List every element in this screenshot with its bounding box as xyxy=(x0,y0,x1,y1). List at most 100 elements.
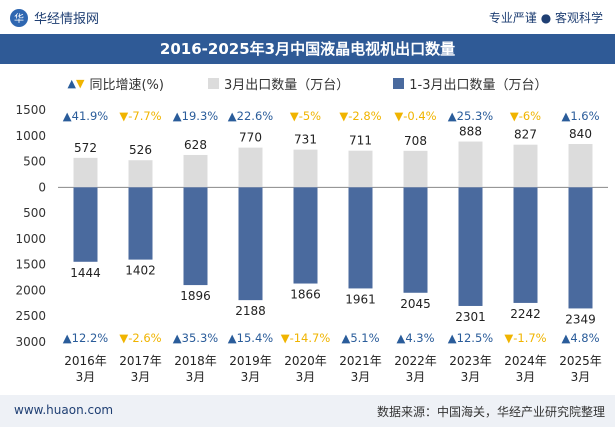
y-tick-label: 1500 xyxy=(15,258,46,272)
chart-title: 2016-2025年3月中国液晶电视机出口数量 xyxy=(0,34,615,64)
up-arrow-icon: ▲ xyxy=(63,109,72,123)
bar-march xyxy=(458,141,483,188)
down-arrow-icon: ▼ xyxy=(119,109,128,123)
x-tick-label-month: 3月 xyxy=(241,370,261,384)
growth-cumulative-label: ▲4.3% xyxy=(396,331,434,345)
x-tick-label-month: 3月 xyxy=(461,370,481,384)
legend-march-label: 3月出口数量（万台） xyxy=(223,78,350,93)
bar-cumulative-value-label: 1961 xyxy=(345,292,376,306)
up-arrow-icon: ▲ xyxy=(448,331,457,345)
growth-value: 4.8% xyxy=(570,331,599,345)
chart-plot: 1500 1000 500 0 500 1000 1500 2000 2500 3000 572 14… xyxy=(15,103,608,384)
footer-url: www.huaon.com xyxy=(14,403,114,417)
bar-cumulative-value-label: 2045 xyxy=(400,297,431,311)
bar-march-value-label: 770 xyxy=(239,131,262,145)
bar-march-value-label: 526 xyxy=(129,143,152,157)
growth-cumulative-label: ▲15.4% xyxy=(228,331,273,345)
bar-march-value-label: 572 xyxy=(74,141,97,155)
x-tick-label-month: 3月 xyxy=(296,370,316,384)
bar-cumulative xyxy=(73,187,98,262)
x-tick-label-year: 2021年 xyxy=(339,354,382,368)
bar-march xyxy=(568,144,593,188)
tagline: 专业严谨 ● 客观科学 xyxy=(488,11,603,25)
bar-cumulative-value-label: 1444 xyxy=(70,266,101,280)
x-tick-label-month: 3月 xyxy=(351,370,371,384)
growth-value: -0.4% xyxy=(403,109,436,123)
growth-march-label: ▲41.9% xyxy=(63,109,108,123)
legend-cumulative-label: 1-3月出口数量（万台） xyxy=(409,78,548,93)
up-arrow-icon: ▲ xyxy=(63,331,72,345)
growth-value: 1.6% xyxy=(570,109,599,123)
bar-cumulative-value-label: 2188 xyxy=(235,304,266,318)
legend-march: 3月出口数量（万台） xyxy=(207,74,350,93)
down-arrow-icon: ▼ xyxy=(510,109,519,123)
growth-value: -6% xyxy=(519,109,541,123)
growth-value: 15.4% xyxy=(237,331,274,345)
x-tick-label-month: 3月 xyxy=(186,370,206,384)
up-arrow-icon: ▲ xyxy=(173,331,182,345)
growth-cumulative-label: ▲5.1% xyxy=(341,331,379,345)
bar-cumulative xyxy=(568,187,593,309)
x-tick-label-year: 2024年 xyxy=(504,354,547,368)
growth-value: 19.3% xyxy=(182,109,219,123)
up-arrow-icon: ▲ xyxy=(561,109,570,123)
bar-cumulative-value-label: 2301 xyxy=(455,310,486,324)
legend-cumulative-swatch xyxy=(393,78,405,89)
growth-value: 5.1% xyxy=(350,331,379,345)
bar-cumulative-value-label: 2242 xyxy=(510,307,541,321)
growth-value: 25.3% xyxy=(457,109,494,123)
y-tick-label: 500 xyxy=(23,206,46,220)
growth-value: 4.3% xyxy=(405,331,434,345)
bar-march-value-label: 840 xyxy=(569,127,592,141)
growth-march-label: ▼-6% xyxy=(510,109,541,123)
growth-march-label: ▼-5% xyxy=(290,109,321,123)
bar-march xyxy=(348,150,373,188)
growth-value: -2.8% xyxy=(348,109,381,123)
growth-value: 12.5% xyxy=(457,331,494,345)
growth-value: 22.6% xyxy=(237,109,274,123)
bar-march-value-label: 711 xyxy=(349,134,372,148)
x-tick-label-month: 3月 xyxy=(76,370,96,384)
bar-cumulative xyxy=(513,187,538,303)
footer-source: 数据来源：中国海关，华经产业研究院整理 xyxy=(376,405,605,419)
up-arrow-icon: ▲ xyxy=(228,331,237,345)
up-arrow-icon: ▲ xyxy=(173,109,182,123)
growth-cumulative-label: ▲12.2% xyxy=(63,331,108,345)
down-arrow-icon: ▼ xyxy=(504,331,513,345)
y-tick-label: 1000 xyxy=(15,129,46,143)
legend-cumulative: 1-3月出口数量（万台） xyxy=(393,74,547,93)
legend-growth-icon: ▲▼ xyxy=(67,77,85,90)
growth-march-label: ▲22.6% xyxy=(228,109,273,123)
growth-value: -5% xyxy=(299,109,321,123)
growth-march-label: ▼-0.4% xyxy=(394,109,436,123)
x-tick-label-month: 3月 xyxy=(516,370,536,384)
x-tick-label-month: 3月 xyxy=(131,370,151,384)
growth-march-label: ▲19.3% xyxy=(173,109,218,123)
growth-value: -7.7% xyxy=(128,109,161,123)
up-arrow-icon: ▲ xyxy=(561,331,570,345)
bar-march-value-label: 888 xyxy=(459,125,482,139)
bar-march xyxy=(403,150,428,188)
up-arrow-icon: ▲ xyxy=(396,331,405,345)
growth-march-label: ▼-2.8% xyxy=(339,109,381,123)
up-arrow-icon: ▲ xyxy=(228,109,237,123)
bar-cumulative xyxy=(348,187,373,289)
bar-cumulative xyxy=(293,187,318,284)
x-tick-label-year: 2022年 xyxy=(394,354,437,368)
x-tick-label-year: 2020年 xyxy=(284,354,327,368)
down-arrow-icon: ▼ xyxy=(290,109,299,123)
x-tick-label-month: 3月 xyxy=(571,370,591,384)
y-tick-label: 1000 xyxy=(15,232,46,246)
growth-value: -14.7% xyxy=(290,331,331,345)
bar-march-value-label: 827 xyxy=(514,128,537,142)
footer: www.huaon.com 数据来源：中国海关，华经产业研究院整理 xyxy=(0,395,615,427)
down-arrow-icon: ▼ xyxy=(394,109,403,123)
growth-value: 41.9% xyxy=(72,109,109,123)
y-tick-label: 1500 xyxy=(15,103,46,117)
x-tick-label-year: 2025年 xyxy=(559,354,602,368)
bar-cumulative-value-label: 1402 xyxy=(125,264,156,278)
bar-cumulative xyxy=(458,187,483,306)
legend: ▲▼ 同比增速(%) 3月出口数量（万台） 1-3月出口数量（万台） xyxy=(0,74,615,93)
down-arrow-icon: ▼ xyxy=(281,331,290,345)
growth-march-label: ▲25.3% xyxy=(448,109,493,123)
